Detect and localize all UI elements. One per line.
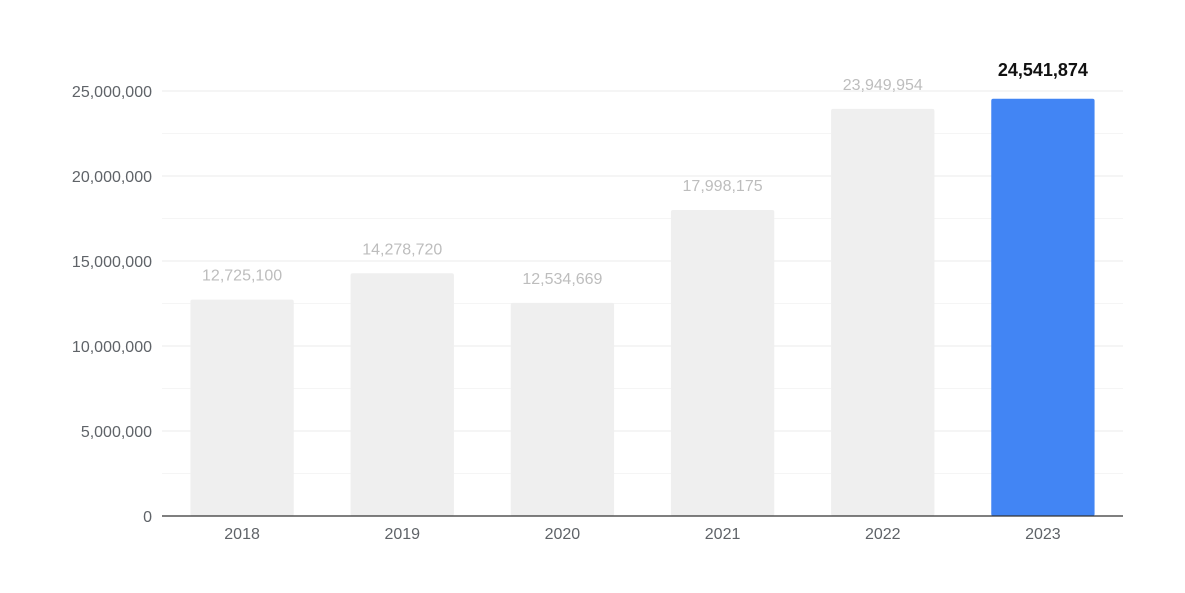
- bar-2018: [190, 299, 294, 516]
- x-tick-label: 2023: [1025, 526, 1061, 543]
- y-tick-label: 0: [143, 509, 152, 526]
- y-tick-label: 15,000,000: [72, 254, 152, 271]
- bar-2019: [350, 273, 454, 516]
- data-label-2018: 12,725,100: [202, 268, 282, 285]
- x-tick-label: 2018: [224, 526, 260, 543]
- y-tick-label: 5,000,000: [81, 424, 152, 441]
- bar-2020: [510, 302, 615, 516]
- x-tick-label: 2021: [705, 526, 741, 543]
- x-tick-label: 2019: [384, 526, 420, 543]
- bars: [190, 98, 1095, 517]
- axes: 0 5,000,000 10,000,000 15,000,000 20,000,000…: [72, 84, 1123, 543]
- bar-2022: [831, 108, 935, 517]
- y-tick-label: 10,000,000: [72, 339, 152, 356]
- x-tick-label: 2022: [865, 526, 901, 543]
- x-tick-label: 2020: [545, 526, 581, 543]
- bar-2021: [670, 210, 775, 517]
- bar-2023: [991, 98, 1095, 516]
- data-labels: 12,725,100 14,278,720 12,534,669 17,998,175…: [202, 60, 1088, 288]
- grid-lines: [162, 90, 1123, 474]
- y-tick-label: 25,000,000: [72, 84, 152, 101]
- data-label-2021: 17,998,175: [683, 178, 763, 195]
- y-tick-label: 20,000,000: [72, 169, 152, 186]
- data-label-2019: 14,278,720: [362, 241, 442, 258]
- data-label-2020: 12,534,669: [522, 271, 602, 288]
- data-label-2023: 24,541,874: [998, 60, 1088, 80]
- data-label-2022: 23,949,954: [843, 77, 923, 94]
